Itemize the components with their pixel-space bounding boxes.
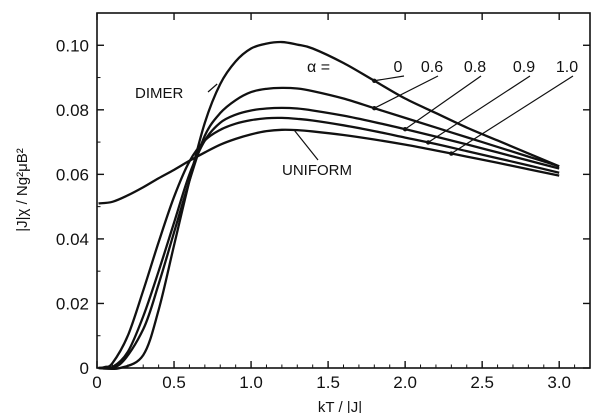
y-axis-label: |J|χ / Ng²μB²	[14, 148, 31, 231]
x-tick-label: 1.0	[239, 373, 263, 392]
curve-alpha-0-9	[98, 116, 560, 370]
x-tick-label: 0	[92, 373, 101, 392]
alpha-leader-dot	[402, 126, 408, 132]
y-tick-label: 0.02	[56, 294, 89, 313]
alpha-leader-dot	[449, 151, 454, 156]
alpha-values: 0 0.6 0.8 0.9 1.0	[394, 59, 579, 76]
y-tick-label: 0.06	[56, 165, 89, 184]
alpha-value-label: 1.0	[556, 59, 578, 76]
x-ticks: 0 0.5 1.0 1.5 2.0 2.5 3.0	[92, 13, 576, 392]
alpha-leader-line	[427, 75, 531, 143]
curve-alpha-0	[98, 40, 560, 371]
alpha-leader-line	[451, 75, 574, 155]
alpha-leader-dot	[426, 140, 431, 145]
x-tick-label: 3.0	[547, 373, 571, 392]
uniform-leader-line	[293, 129, 319, 161]
callouts	[207, 75, 574, 161]
alpha-leader-line	[374, 75, 439, 109]
alpha-leader-line	[374, 75, 405, 82]
x-tick-label: 2.5	[470, 373, 494, 392]
dimer-leader-line	[207, 83, 218, 93]
y-tick-label: 0	[80, 359, 89, 378]
curve-alpha-0-6	[98, 86, 560, 370]
alpha-label: α =	[307, 59, 330, 76]
alpha-value-label: 0.6	[421, 59, 443, 76]
alpha-value-label: 0.8	[464, 59, 486, 76]
alpha-value-label: 0	[394, 59, 403, 76]
y-tick-label: 0.04	[56, 230, 89, 249]
curve-alpha-1-0	[98, 128, 560, 205]
y-tick-label: 0.08	[56, 101, 89, 120]
curves	[98, 40, 560, 371]
y-ticks: 0 0.02 0.04 0.06 0.08 0.10	[56, 36, 590, 378]
y-tick-label: 0.10	[56, 36, 89, 55]
alpha-leader-dot	[372, 78, 377, 83]
alpha-leader-dot	[372, 106, 377, 111]
x-tick-label: 2.0	[393, 373, 417, 392]
curve-alpha-0-8	[98, 106, 560, 370]
dimer-label: DIMER	[135, 85, 184, 102]
alpha-leader-line	[404, 75, 482, 130]
x-tick-label: 0.5	[162, 373, 186, 392]
x-axis-label: kT / |J|	[318, 399, 362, 413]
alpha-value-label: 0.9	[513, 59, 535, 76]
x-tick-label: 1.5	[316, 373, 340, 392]
uniform-label: UNIFORM	[282, 162, 352, 179]
